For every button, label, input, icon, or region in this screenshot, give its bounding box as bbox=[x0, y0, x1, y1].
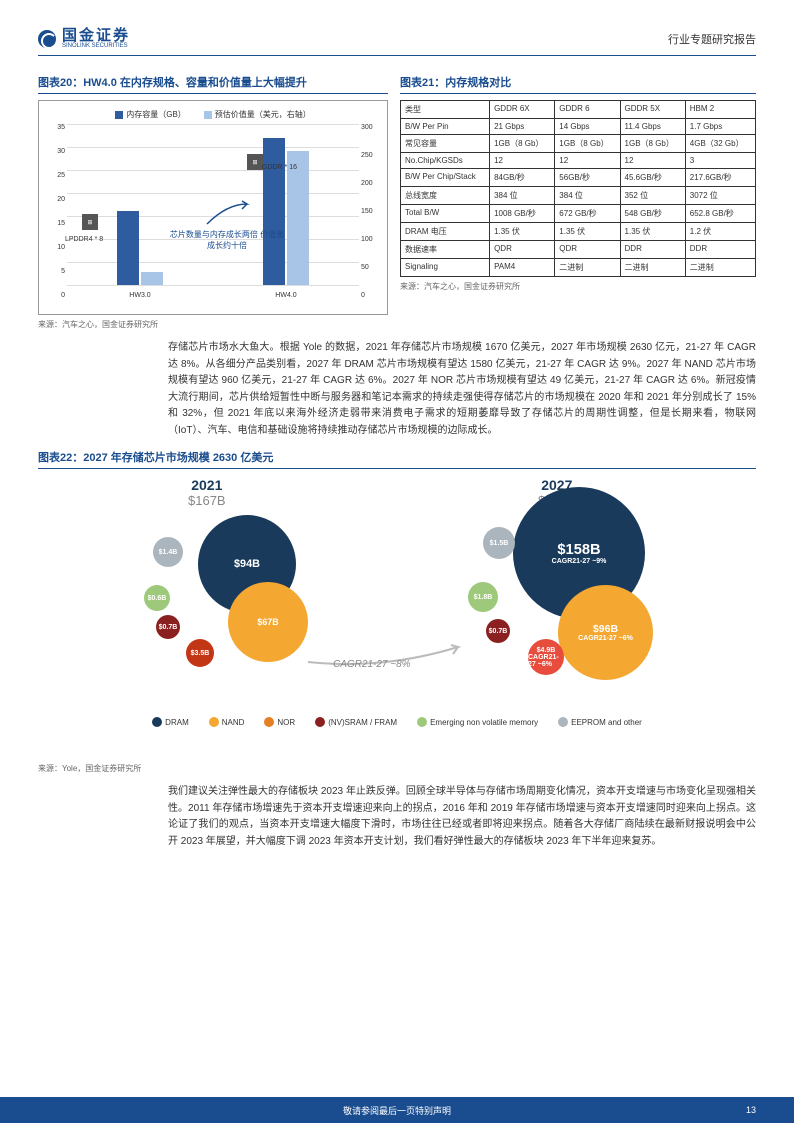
chart-note: 芯片数量与内存成长两倍 价值量成长约十倍 bbox=[167, 199, 287, 251]
chart22-title: 图表22：2027 年存储芯片市场规模 2630 亿美元 bbox=[38, 449, 756, 469]
logo-icon bbox=[38, 30, 56, 48]
table21-section: 图表21：内存规格对比 类型GDDR 6XGDDR 6GDDR 5XHBM 2B… bbox=[400, 74, 756, 330]
bar-chart: 内存容量（GB）预估价值量（美元，右轴） 35302520151050 3002… bbox=[38, 100, 388, 315]
page-header: 国金证券 SINOLINK SECURITIES 行业专题研究报告 bbox=[38, 28, 756, 56]
logo-en: SINOLINK SECURITIES bbox=[62, 43, 130, 49]
paragraph-2: 我们建议关注弹性最大的存储板块 2023 年止跌反弹。回顾全球半导体与存储市场周… bbox=[168, 784, 756, 850]
hw40-label: GDDR * 16 bbox=[262, 164, 297, 171]
chart22-source: 来源：Yole，国金证券研究所 bbox=[38, 763, 756, 774]
footer-disclaimer: 敬请参阅最后一页特别声明 bbox=[343, 1104, 451, 1117]
logo: 国金证券 SINOLINK SECURITIES bbox=[38, 28, 130, 49]
chart20-title: 图表20：HW4.0 在内存规格、容量和价值量上大幅提升 bbox=[38, 74, 388, 94]
bubble-chart: 2021 $167B 2027 $263B CAGR21-27 ~8% $94B… bbox=[38, 477, 756, 757]
paragraph-1: 存储芯片市场水大鱼大。根据 Yole 的数据，2021 年存储芯片市场规模 16… bbox=[168, 340, 756, 439]
page-footer: 敬请参阅最后一页特别声明 13 bbox=[0, 1097, 794, 1123]
chip-icon: ⊞ bbox=[247, 154, 263, 170]
page-number: 13 bbox=[746, 1105, 756, 1115]
chip-icon: ⊞ bbox=[82, 214, 98, 230]
doc-type: 行业专题研究报告 bbox=[668, 31, 756, 47]
hw30-label: LPDDR4 * 8 bbox=[65, 236, 103, 243]
table21-source: 来源：汽车之心，国金证券研究所 bbox=[400, 281, 756, 292]
year-2021: 2021 $167B bbox=[188, 477, 226, 508]
spec-table: 类型GDDR 6XGDDR 6GDDR 5XHBM 2B/W Per Pin21… bbox=[400, 100, 756, 277]
logo-cn: 国金证券 bbox=[62, 28, 130, 43]
chart20-source: 来源：汽车之心，国金证券研究所 bbox=[38, 319, 388, 330]
cagr-label: CAGR21-27 ~8% bbox=[333, 659, 411, 670]
chart20-section: 图表20：HW4.0 在内存规格、容量和价值量上大幅提升 内存容量（GB）预估价… bbox=[38, 74, 388, 330]
table21-title: 图表21：内存规格对比 bbox=[400, 74, 756, 94]
